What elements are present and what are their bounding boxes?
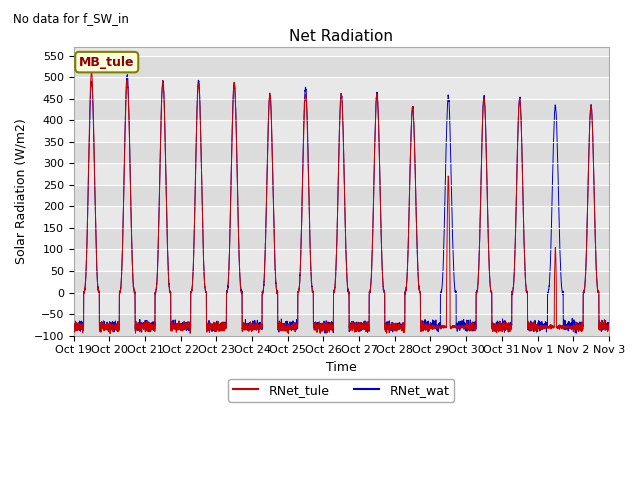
Bar bbox=[74, 142, 609, 163]
Bar bbox=[74, 206, 609, 228]
Bar bbox=[74, 250, 609, 271]
X-axis label: Time: Time bbox=[326, 361, 356, 374]
RNet_wat bbox=[124, 72, 131, 78]
RNet_tule bbox=[166, 289, 174, 295]
Bar bbox=[74, 120, 609, 142]
RNet_tule bbox=[70, 328, 77, 334]
RNet_wat bbox=[572, 330, 580, 336]
RNet_tule bbox=[605, 322, 612, 327]
Bar bbox=[74, 56, 609, 77]
Text: MB_tule: MB_tule bbox=[79, 56, 134, 69]
RNet_tule bbox=[461, 324, 469, 329]
Bar bbox=[74, 314, 609, 336]
Legend: RNet_tule, RNet_wat: RNet_tule, RNet_wat bbox=[228, 379, 454, 402]
RNet_tule bbox=[321, 326, 329, 332]
RNet_wat bbox=[605, 325, 612, 331]
Bar bbox=[74, 228, 609, 250]
Line: RNet_tule: RNet_tule bbox=[74, 72, 609, 334]
RNet_wat bbox=[166, 288, 174, 294]
RNet_wat bbox=[321, 322, 329, 327]
Bar bbox=[74, 271, 609, 293]
Text: No data for f_SW_in: No data for f_SW_in bbox=[13, 12, 129, 25]
Bar bbox=[74, 77, 609, 99]
RNet_wat bbox=[70, 320, 77, 326]
RNet_tule bbox=[492, 322, 499, 327]
RNet_wat bbox=[461, 325, 469, 331]
RNet_tule bbox=[88, 70, 95, 75]
RNet_tule bbox=[432, 324, 440, 330]
RNet_wat bbox=[492, 322, 499, 327]
Bar bbox=[74, 185, 609, 206]
Y-axis label: Solar Radiation (W/m2): Solar Radiation (W/m2) bbox=[15, 119, 28, 264]
Bar bbox=[74, 163, 609, 185]
RNet_wat bbox=[431, 321, 439, 326]
RNet_wat bbox=[605, 324, 612, 329]
Line: RNet_wat: RNet_wat bbox=[74, 75, 609, 333]
RNet_tule bbox=[285, 331, 292, 336]
Title: Net Radiation: Net Radiation bbox=[289, 29, 393, 44]
Bar bbox=[74, 293, 609, 314]
RNet_tule bbox=[605, 324, 612, 329]
Bar bbox=[74, 99, 609, 120]
